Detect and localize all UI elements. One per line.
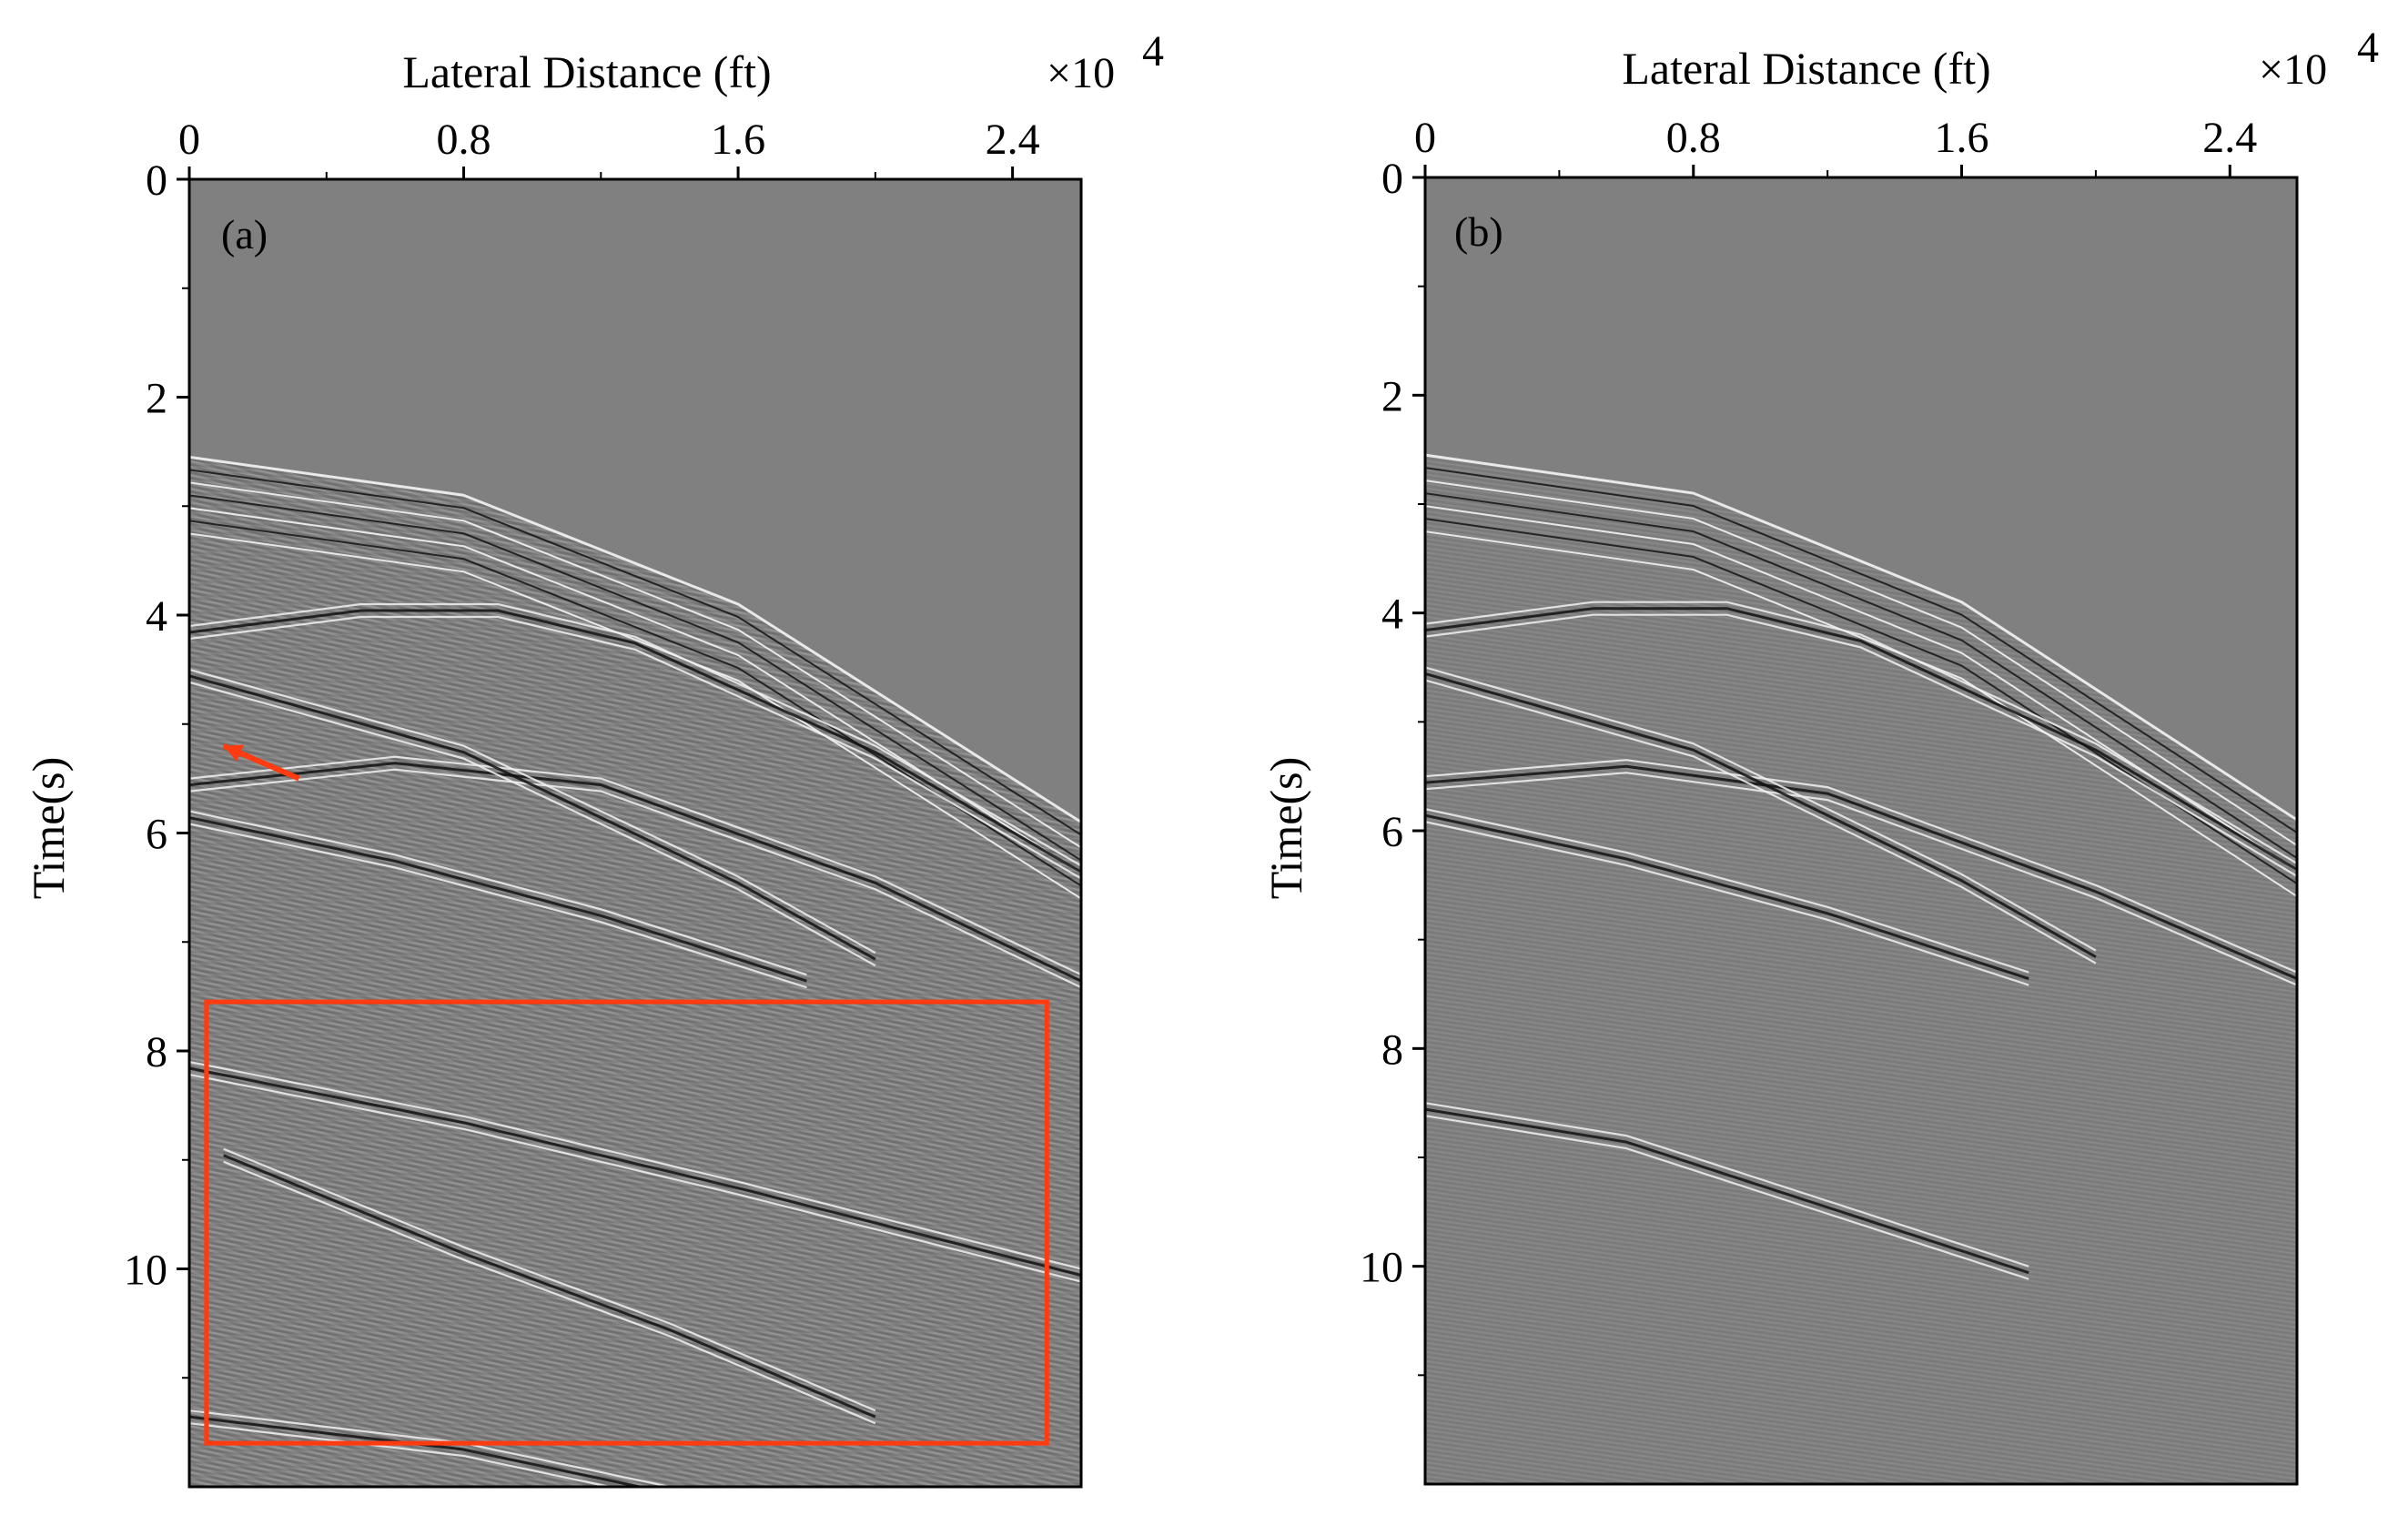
panel-a-y-axis-label: Time(s) (23, 757, 74, 900)
panel-a-first-arrival-line (189, 481, 1081, 849)
panel-b-first-arrival-line (1425, 480, 2297, 846)
panel-a-event-0 (189, 609, 1081, 874)
panel-b-event-1 (1425, 772, 2297, 986)
panel-b-first-arrival-line (1425, 530, 2297, 897)
panel-b-event-3 (1425, 807, 2029, 974)
panel-b-event-0 (1425, 607, 2297, 872)
panel-a-event-3 (189, 816, 807, 983)
panel-b-noise-region (1425, 455, 2297, 1484)
panel-b-y-tick-label: 0 (1381, 155, 1403, 203)
panel-b-event-4 (1425, 1115, 2029, 1280)
panel-a-event-4 (189, 1060, 1081, 1270)
panel-a-event-5 (223, 1147, 876, 1412)
panel-a-event-4 (189, 1073, 1081, 1283)
panel-b: (b) 0 0.8 1.6 2.4 0 2 4 6 8 10 Lateral Distance … (1260, 24, 2379, 1486)
panel-b-x-ticks: 0 0.8 1.6 2.4 (1414, 114, 2257, 177)
panel-a-event-2 (189, 681, 876, 967)
panel-a-event-5 (223, 1154, 876, 1419)
panel-a-event-1 (189, 768, 1081, 989)
panel-a-x-ticks: 0 0.8 1.6 2.4 (178, 116, 1040, 179)
panel-a-event-3 (189, 810, 807, 976)
panel-a-arrow-head (223, 744, 245, 762)
panel-a-event-6 (189, 1422, 614, 1487)
panel-a-label: (a) (221, 211, 268, 258)
panel-b-x-axis-label: Lateral Distance (ft) (1622, 43, 1990, 94)
panel-a-event-6 (189, 1415, 646, 1487)
panel-a-event-4 (189, 1066, 1081, 1277)
panel-b-first-arrival-line (1425, 505, 2297, 872)
panel-b-event-1 (1425, 759, 2297, 974)
panel-a-first-arrival-line (189, 507, 1081, 874)
panel-b-event-2 (1425, 672, 2097, 958)
panel-a-y-tick-label: 8 (146, 1028, 167, 1076)
panel-b-label: (b) (1454, 208, 1503, 255)
panel-a-x-tick-label: 0 (178, 116, 200, 164)
panel-a-first-arrival-line (189, 532, 1081, 900)
panel-a-x-multiplier: ×10 (1047, 49, 1115, 97)
panel-b-event-4 (1425, 1107, 2029, 1275)
panel-b-event-3 (1425, 820, 2029, 986)
panel-b-event-0 (1425, 601, 2297, 864)
panel-a-y-tick-label: 4 (146, 592, 167, 641)
panel-b-event-3 (1425, 813, 2029, 980)
panel-b-first-arrival-line (1425, 453, 2297, 822)
panel-a-first-arrival-line (189, 455, 1081, 823)
panel-a-events (189, 455, 1081, 1487)
panel-b-y-axis-label: Time(s) (1260, 757, 1311, 900)
panel-a-y-tick-label: 6 (146, 811, 167, 859)
panel-b-event-0 (1425, 613, 2297, 877)
panel-a-event-1 (189, 755, 1081, 976)
panel-a-event-0 (189, 615, 1081, 880)
panel-a-event-0 (189, 602, 1081, 867)
panel-a-y-tick-label: 2 (146, 375, 167, 423)
panel-a-first-arrival-line (189, 469, 1081, 836)
panel-a-y-ticks: 0 2 4 6 8 10 (124, 157, 189, 1379)
panel-a-x-tick-label: 1.6 (711, 116, 765, 164)
panel-b-first-arrival-line (1425, 518, 2297, 884)
panel-a-first-arrival-line (189, 494, 1081, 862)
panel-a-first-arrival-line (189, 520, 1081, 887)
panel-a-x-tick-label: 2.4 (986, 116, 1040, 164)
panel-b-x-tick-label: 2.4 (2202, 114, 2257, 162)
panel-a-y-tick-label: 10 (124, 1247, 167, 1295)
panel-b-y-tick-label: 8 (1381, 1025, 1403, 1074)
panel-a-y-tick-label: 0 (146, 157, 167, 205)
panel-a-event-1 (189, 762, 1081, 983)
panel-b-event-2 (1425, 666, 2097, 952)
panel-b-first-arrival-line (1425, 492, 2297, 859)
panel-a-x-tick-label: 0.8 (437, 116, 491, 164)
panel-b-first-arrival-line (1425, 467, 2297, 833)
panel-b-x-tick-label: 1.6 (1935, 114, 1989, 162)
panel-b-x-tick-label: 0.8 (1666, 114, 1721, 162)
panel-a-x-axis-label: Lateral Distance (ft) (402, 46, 771, 97)
panel-a: (a) 0 0.8 1.6 2.4 0 2 4 6 8 10 Lateral Distance … (23, 27, 1164, 1489)
panel-b-y-tick-label: 10 (1360, 1244, 1403, 1292)
panel-a-event-5 (223, 1160, 876, 1425)
panel-b-event-4 (1425, 1102, 2029, 1268)
panel-b-x-multiplier-exponent: 4 (2357, 24, 2379, 72)
panel-b-x-multiplier: ×10 (2259, 45, 2327, 94)
panel-b-events (1425, 453, 2297, 1280)
panel-a-annotations (204, 742, 1049, 1446)
panel-a-event-2 (189, 668, 876, 954)
panel-a-highlight-box (204, 999, 1049, 1446)
panel-b-event-1 (1425, 764, 2297, 980)
panel-b-y-ticks: 0 2 4 6 8 10 (1360, 155, 1425, 1377)
panel-b-y-tick-label: 2 (1381, 372, 1403, 420)
panel-b-x-tick-label: 0 (1414, 114, 1436, 162)
panel-b-y-tick-label: 6 (1381, 808, 1403, 856)
panel-a-plot-area (187, 177, 1083, 1489)
panel-b-event-2 (1425, 679, 2097, 965)
panel-a-event-2 (189, 674, 876, 961)
panel-a-event-3 (189, 823, 807, 989)
panel-b-y-tick-label: 4 (1381, 591, 1403, 639)
panel-a-noise-region-2 (189, 457, 1081, 1487)
panel-b-plot-area (1423, 176, 2299, 1486)
panel-a-x-multiplier-exponent: 4 (1142, 27, 1164, 76)
